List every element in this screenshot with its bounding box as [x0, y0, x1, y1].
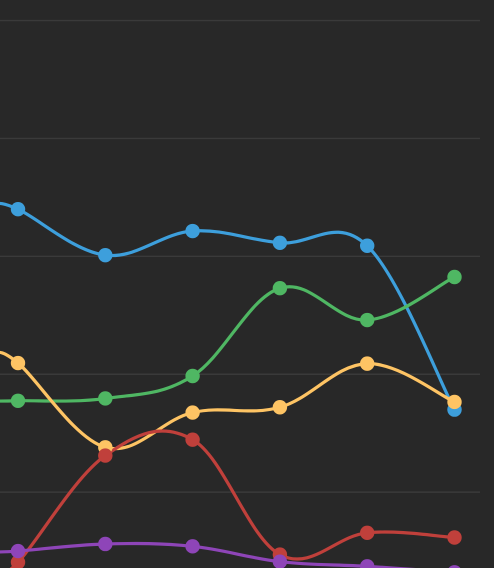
series-lines: [0, 201, 457, 568]
series-3-point-3[interactable]: [185, 405, 200, 420]
series-5-point-1[interactable]: [10, 543, 26, 559]
series-2-point-2[interactable]: [98, 391, 113, 406]
series-4-point-2[interactable]: [98, 448, 113, 463]
series-5-point-2[interactable]: [98, 536, 113, 552]
series-4-point-5[interactable]: [360, 525, 375, 540]
series-5-point-3[interactable]: [185, 539, 200, 554]
series-2-point-1[interactable]: [10, 393, 26, 408]
series-1-point-4[interactable]: [272, 235, 288, 251]
series-2-point-5[interactable]: [360, 312, 375, 328]
series-5-point-4[interactable]: [272, 554, 288, 568]
series-1-point-5[interactable]: [360, 238, 375, 253]
series-4-point-1[interactable]: [10, 555, 26, 568]
series-line-1: [0, 201, 457, 412]
series-4-point-6[interactable]: [447, 530, 462, 545]
series-5-point-5[interactable]: [360, 559, 375, 568]
series-1-point-1[interactable]: [10, 202, 26, 217]
series-2-point-3[interactable]: [185, 368, 200, 384]
series-3-point-1[interactable]: [10, 355, 26, 371]
series-1-point-2[interactable]: [98, 247, 113, 263]
series-2-point-6[interactable]: [447, 269, 462, 285]
series-4-point-3[interactable]: [185, 432, 200, 447]
series-3-point-5[interactable]: [360, 356, 375, 371]
series-1-point-3[interactable]: [185, 223, 200, 239]
series-5-point-6[interactable]: [447, 565, 461, 568]
gridlines: [0, 19, 480, 493]
series-2-point-4[interactable]: [272, 280, 288, 296]
series-3-point-4[interactable]: [272, 400, 288, 415]
series-line-2: [0, 275, 457, 403]
series-3-point-6[interactable]: [447, 394, 462, 410]
series-line-5: [0, 541, 417, 568]
series-markers: [10, 202, 462, 568]
